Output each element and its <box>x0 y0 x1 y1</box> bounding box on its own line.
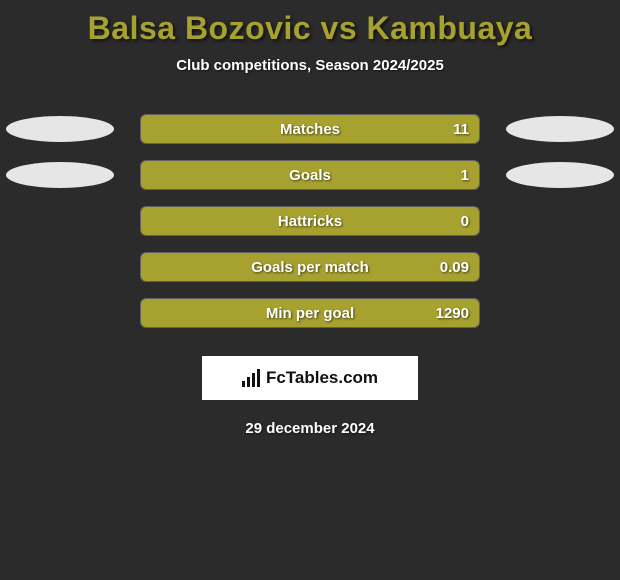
left-oval <box>6 162 114 188</box>
stat-label: Matches <box>141 115 479 144</box>
stats-list: Matches11 Goals1 Hattricks0 Goals per match… <box>0 114 620 328</box>
stat-bar: Min per goal1290 <box>140 298 480 328</box>
player2-name: Kambuaya <box>367 10 533 46</box>
stat-row: Min per goal1290 <box>0 298 620 328</box>
site-logo[interactable]: FcTables.com <box>202 356 418 400</box>
stat-bar: Goals1 <box>140 160 480 190</box>
stat-label: Goals per match <box>141 253 479 282</box>
stat-value: 11 <box>453 115 469 144</box>
comparison-card: Balsa Bozovic vs Kambuaya Club competiti… <box>0 0 620 437</box>
stat-row: Goals per match0.09 <box>0 252 620 282</box>
stat-bar: Matches11 <box>140 114 480 144</box>
stat-bar: Hattricks0 <box>140 206 480 236</box>
subtitle: Club competitions, Season 2024/2025 <box>0 57 620 74</box>
stat-bar: Goals per match0.09 <box>140 252 480 282</box>
bar-chart-icon <box>242 369 260 387</box>
vs-label: vs <box>321 10 358 46</box>
stat-value: 0.09 <box>440 253 469 282</box>
stat-value: 1 <box>461 161 469 190</box>
stat-label: Hattricks <box>141 207 479 236</box>
player1-name: Balsa Bozovic <box>88 10 311 46</box>
stat-value: 1290 <box>436 299 469 328</box>
left-oval <box>6 116 114 142</box>
stat-row: Goals1 <box>0 160 620 190</box>
stat-row: Hattricks0 <box>0 206 620 236</box>
page-title: Balsa Bozovic vs Kambuaya <box>0 6 620 57</box>
stat-label: Min per goal <box>141 299 479 328</box>
date-label: 29 december 2024 <box>0 420 620 437</box>
stat-label: Goals <box>141 161 479 190</box>
right-oval <box>506 116 614 142</box>
logo-inner: FcTables.com <box>242 368 378 388</box>
stat-value: 0 <box>461 207 469 236</box>
right-oval <box>506 162 614 188</box>
stat-row: Matches11 <box>0 114 620 144</box>
logo-text: FcTables.com <box>266 368 378 388</box>
